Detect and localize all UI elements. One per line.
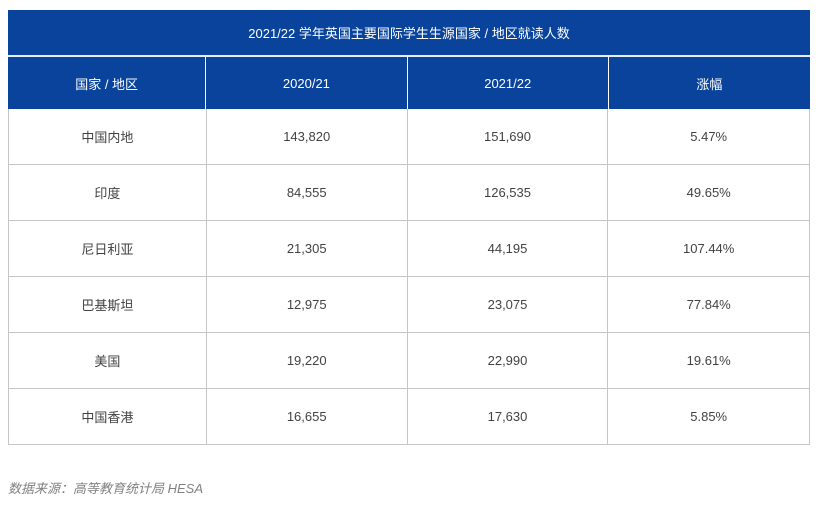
cell-2021-22-value: 151,690 — [406, 109, 608, 164]
cell-2020-21-value: 143,820 — [205, 109, 407, 164]
cell-change-value: 5.47% — [607, 109, 809, 164]
table-header-row: 国家 / 地区 2020/21 2021/22 涨幅 — [8, 57, 810, 109]
data-source-note: 数据来源：高等教育统计局 HESA — [8, 481, 204, 496]
table-body: 中国内地 143,820 151,690 5.47% 印度 84,555 126… — [8, 109, 810, 445]
cell-2020-21-value: 19,220 — [205, 333, 407, 388]
cell-change-value: 5.85% — [607, 389, 809, 444]
cell-change-value: 49.65% — [607, 165, 809, 220]
table-row: 中国香港 16,655 17,630 5.85% — [9, 388, 809, 444]
table-title: 2021/22 学年英国主要国际学生生源国家 / 地区就读人数 — [8, 10, 810, 57]
cell-2020-21-value: 16,655 — [205, 389, 407, 444]
cell-2021-22-value: 22,990 — [406, 333, 608, 388]
cell-change-value: 19.61% — [607, 333, 809, 388]
table-row: 印度 84,555 126,535 49.65% — [9, 164, 809, 220]
column-header-country-region: 国家 / 地区 — [75, 76, 139, 92]
cell-country: 巴基斯坦 — [81, 298, 134, 313]
table-row: 中国内地 143,820 151,690 5.47% — [9, 109, 809, 164]
cell-country: 中国香港 — [81, 410, 134, 425]
cell-country: 尼日利亚 — [81, 242, 134, 257]
cell-country: 美国 — [94, 354, 121, 369]
cell-2020-21-value: 12,975 — [205, 277, 407, 332]
table-row: 美国 19,220 22,990 19.61% — [9, 332, 809, 388]
column-header-2020-21: 2020/21 — [205, 57, 406, 109]
cell-2021-22-value: 23,075 — [406, 277, 608, 332]
student-stats-table: 2021/22 学年英国主要国际学生生源国家 / 地区就读人数 国家 / 地区 … — [8, 10, 810, 445]
cell-country: 中国内地 — [81, 130, 134, 145]
table-row: 尼日利亚 21,305 44,195 107.44% — [9, 220, 809, 276]
cell-2021-22-value: 17,630 — [406, 389, 608, 444]
column-header-2021-22: 2021/22 — [406, 57, 608, 109]
table-row: 巴基斯坦 12,975 23,075 77.84% — [9, 276, 809, 332]
column-header-change: 涨幅 — [607, 57, 810, 109]
cell-country: 印度 — [94, 186, 121, 201]
cell-change-value: 107.44% — [607, 221, 809, 276]
cell-2020-21-value: 21,305 — [205, 221, 407, 276]
cell-change-value: 77.84% — [607, 277, 809, 332]
cell-2021-22-value: 126,535 — [406, 165, 608, 220]
cell-2020-21-value: 84,555 — [205, 165, 407, 220]
cell-2021-22-value: 44,195 — [406, 221, 608, 276]
